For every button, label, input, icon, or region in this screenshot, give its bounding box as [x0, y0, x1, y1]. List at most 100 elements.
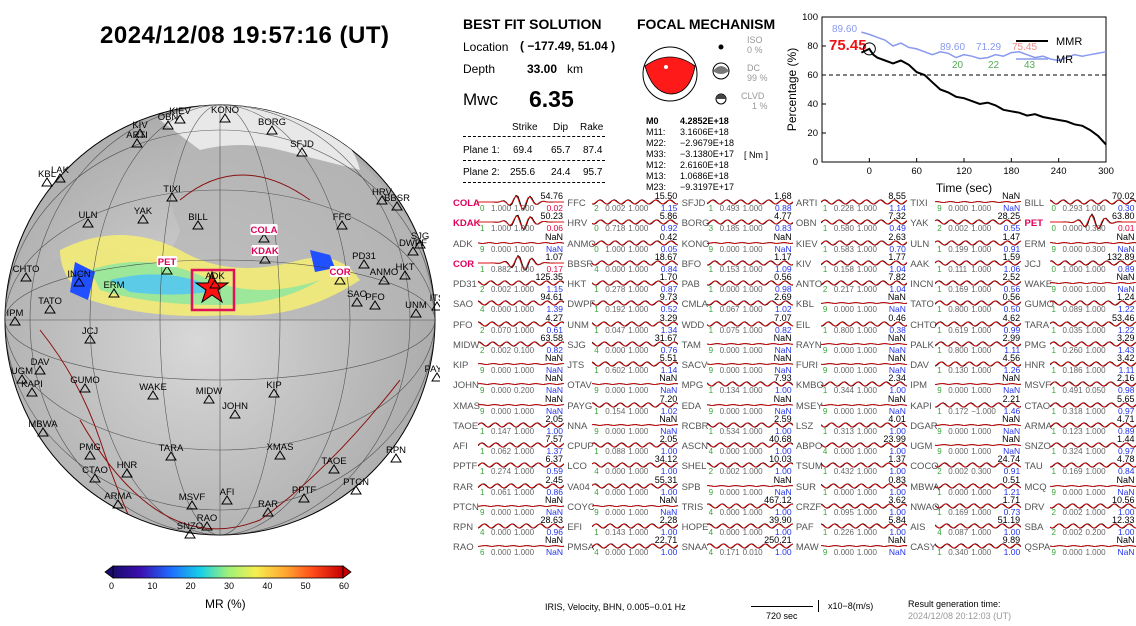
station-cell[interactable]: XMAS NaN 9 0.000 1.000 NaN: [450, 394, 564, 416]
station-cell[interactable]: PAB 0.56 1 0.000 1.000 0.98: [679, 272, 793, 294]
station-cell[interactable]: RAR 2.45 1 0.061 1.000 0.86: [450, 475, 564, 497]
station-cell[interactable]: ULN 1.47 1 0.199 1.000 0.91: [907, 232, 1022, 254]
station-cell[interactable]: TSUM 1.37 1 0.432 1.000 1.00: [793, 454, 907, 476]
station-cell[interactable]: COYC NaN 9 0.000 1.000 NaN: [564, 495, 679, 517]
station-cell[interactable]: VA04 55.31 4 0.000 1.000 1.00: [564, 475, 679, 497]
station-cell[interactable]: ABPO 23.99 4 0.000 1.000 1.00: [793, 434, 907, 456]
station-cell[interactable]: SNAA 250.21 4 0.171 0.010 1.00: [679, 535, 793, 557]
station-cell[interactable]: EFI 2.28 1 0.143 1.000 1.00: [564, 515, 679, 537]
station-cell[interactable]: KMBO 2.34 1 0.344 1.000 1.00: [793, 373, 907, 395]
station-cell[interactable]: SNZO 1.44 1 0.324 1.000 0.97: [1022, 434, 1136, 456]
station-cell[interactable]: FURI NaN 9 0.000 1.000 NaN: [793, 353, 907, 375]
station-cell[interactable]: MIDW 63.58 2 0.002 0.100 0.82: [450, 333, 564, 355]
station-cell[interactable]: TARA 53.46 1 0.035 1.000 1.22: [1022, 313, 1136, 335]
station-cell[interactable]: WAKE NaN 9 0.000 1.000 NaN: [1022, 272, 1136, 294]
station-cell[interactable]: SUR 0.83 1 0.000 1.000 1.00: [793, 475, 907, 497]
station-cell[interactable]: KDAK 50.23 1 1.000 1.000 0.06: [450, 211, 564, 233]
station-cell[interactable]: SJG 31.67 4 0.000 1.000 0.76: [564, 333, 679, 355]
station-cell[interactable]: AAK 1.59 1 0.111 1.000 1.06: [907, 252, 1022, 274]
station-cell[interactable]: WDD 7.07 1 0.075 1.000 0.82: [679, 313, 793, 335]
station-cell[interactable]: NWAO 1.71 1 0.169 1.000 0.73: [907, 495, 1022, 517]
station-cell[interactable]: KIEV 2.63 1 0.583 1.000 0.70: [793, 232, 907, 254]
station-cell[interactable]: COLA 54.76 0 1.000 1.000 0.02: [450, 191, 564, 213]
station-cell[interactable]: KIP NaN 9 0.000 1.000 NaN: [450, 353, 564, 375]
station-cell[interactable]: AFI 7.57 1 0.062 1.000 1.37: [450, 434, 564, 456]
station-cell[interactable]: SACV NaN 9 0.000 1.000 NaN: [679, 353, 793, 375]
station-cell[interactable]: AIS 51.19 4 0.087 1.000 1.00: [907, 515, 1022, 537]
station-cell[interactable]: KBL NaN 9 0.000 1.000 NaN: [793, 292, 907, 314]
station-cell[interactable]: HNR 3.42 1 0.186 1.000 1.11: [1022, 353, 1136, 375]
station-cell[interactable]: JCJ 132.89 0 1.000 1.000 0.89: [1022, 252, 1136, 274]
station-cell[interactable]: ARTI 8.55 1 0.228 1.000 1.14: [793, 191, 907, 213]
station-cell[interactable]: UGM NaN 9 0.000 1.000 NaN: [907, 434, 1022, 456]
station-cell[interactable]: PD31 125.35 2 0.002 1.000 1.15: [450, 272, 564, 294]
station-cell[interactable]: MCQ NaN 9 0.000 1.000 NaN: [1022, 475, 1136, 497]
station-cell[interactable]: ADK NaN 9 0.000 1.000 NaN: [450, 232, 564, 254]
station-cell[interactable]: KIV 1.77 1 0.158 1.000 1.04: [793, 252, 907, 274]
station-cell[interactable]: RAYN NaN 9 0.000 1.000 NaN: [793, 333, 907, 355]
station-cell[interactable]: PMSA 22.71 4 0.000 1.000 1.00: [564, 535, 679, 557]
station-cell[interactable]: TAU 4.78 1 0.169 1.000 0.84: [1022, 454, 1136, 476]
station-cell[interactable]: SAO 94.61 4 0.000 1.000 1.39: [450, 292, 564, 314]
station-cell[interactable]: ANTO 7.82 2 0.217 1.000 1.04: [793, 272, 907, 294]
station-cell[interactable]: QSPA NaN 9 0.000 1.000 NaN: [1022, 535, 1136, 557]
station-cell[interactable]: NNA NaN 9 0.000 1.000 NaN: [564, 414, 679, 436]
station-cell[interactable]: DAV 4.56 1 0.130 1.000 1.26: [907, 353, 1022, 375]
station-cell[interactable]: CHTO 4.62 1 0.619 1.000 0.99: [907, 313, 1022, 335]
station-cell[interactable]: PMG 3.29 1 0.260 1.000 1.43: [1022, 333, 1136, 355]
station-cell[interactable]: INCN 2.52 1 0.169 1.000 0.56: [907, 272, 1022, 294]
station-cell[interactable]: CRZF 3.62 1 0.095 1.000 1.00: [793, 495, 907, 517]
station-cell[interactable]: GUMO 1.24 1 0.089 1.000 1.22: [1022, 292, 1136, 314]
station-cell[interactable]: EDA NaN 9 0.000 1.000 NaN: [679, 394, 793, 416]
station-cell[interactable]: BILL 70.02 0 0.293 1.000 0.30: [1022, 191, 1136, 213]
station-cell[interactable]: EIL 0.46 1 0.800 1.000 0.38: [793, 313, 907, 335]
station-cell[interactable]: LSZ 4.01 1 0.313 1.000 1.00: [793, 414, 907, 436]
station-cell[interactable]: PFO 4.27 2 0.070 1.000 0.61: [450, 313, 564, 335]
station-cell[interactable]: LCO 34.12 4 0.000 1.000 1.00: [564, 454, 679, 476]
station-cell[interactable]: HKT 1.70 1 0.278 1.000 0.87: [564, 272, 679, 294]
station-cell[interactable]: RAO NaN 6 0.000 1.000 NaN: [450, 535, 564, 557]
station-cell[interactable]: HOPE 39.90 4 0.000 1.000 1.00: [679, 515, 793, 537]
station-cell[interactable]: PTCN NaN 9 0.000 1.000 NaN: [450, 495, 564, 517]
station-cell[interactable]: TATO 0.56 1 0.800 1.000 0.50: [907, 292, 1022, 314]
station-cell[interactable]: OBN 7.32 1 0.580 1.000 0.49: [793, 211, 907, 233]
station-cell[interactable]: ARMA 4.71 1 0.123 1.000 0.89: [1022, 414, 1136, 436]
station-cell[interactable]: MBWA 0.51 1 0.000 1.000 1.21: [907, 475, 1022, 497]
station-cell[interactable]: KAPI 2.21 1 0.172 −1.000 1.46: [907, 394, 1022, 416]
station-cell[interactable]: COCO 24.74 2 0.002 0.300 0.91: [907, 454, 1022, 476]
station-cell[interactable]: ASCN 40.68 4 0.000 1.000 1.00: [679, 434, 793, 456]
station-cell[interactable]: CMLA 2.69 1 0.067 1.000 1.02: [679, 292, 793, 314]
station-cell[interactable]: YAK 28.25 2 0.002 1.000 0.55: [907, 211, 1022, 233]
station-cell[interactable]: TAOE 2.05 1 0.147 1.000 1.00: [450, 414, 564, 436]
station-cell[interactable]: MSVF 2.16 1 0.491 0.050 0.98: [1022, 373, 1136, 395]
station-cell[interactable]: SBA 12.33 2 0.002 0.200 1.00: [1022, 515, 1136, 537]
station-cell[interactable]: ANMO 0.42 0 1.000 1.000 0.05: [564, 232, 679, 254]
station-cell[interactable]: FFC 15.50 2 0.002 1.000 1.15: [564, 191, 679, 213]
station-cell[interactable]: BORG 4.77 3 0.185 1.000 0.83: [679, 211, 793, 233]
station-cell[interactable]: SHEL 10.03 2 0.002 1.000 1.00: [679, 454, 793, 476]
station-cell[interactable]: RPN 28.63 4 0.000 1.000 0.96: [450, 515, 564, 537]
station-cell[interactable]: BBSR 18.67 4 0.000 1.000 0.84: [564, 252, 679, 274]
station-cell[interactable]: RCBR 2.59 1 0.534 1.000 1.00: [679, 414, 793, 436]
station-cell[interactable]: ERM NaN 9 0.000 0.300 NaN: [1022, 232, 1136, 254]
station-cell[interactable]: OTAV NaN 9 0.000 1.000 NaN: [564, 373, 679, 395]
station-cell[interactable]: MPG 7.93 1 0.134 1.000 1.00: [679, 373, 793, 395]
station-cell[interactable]: KONO NaN 9 0.000 1.000 NaN: [679, 232, 793, 254]
station-cell[interactable]: CASY 9.89 1 0.340 1.000 1.00: [907, 535, 1022, 557]
station-cell[interactable]: MAW NaN 9 0.000 1.000 NaN: [793, 535, 907, 557]
station-cell[interactable]: DGAR NaN 9 0.000 1.000 NaN: [907, 414, 1022, 436]
station-cell[interactable]: PAYG 7.20 1 0.154 1.000 1.02: [564, 394, 679, 416]
station-cell[interactable]: JTS 5.51 1 0.602 1.000 1.14: [564, 353, 679, 375]
station-cell[interactable]: HRV 5.86 0 0.718 1.000 0.92: [564, 211, 679, 233]
station-cell[interactable]: COR 1.07 1 0.882 1.000 0.17: [450, 252, 564, 274]
station-cell[interactable]: TIXI NaN 9 0.000 1.000 NaN: [907, 191, 1022, 213]
station-cell[interactable]: PPTF 6.37 1 0.274 1.000 0.59: [450, 454, 564, 476]
station-cell[interactable]: SPB NaN 9 0.000 1.000 NaN: [679, 475, 793, 497]
station-cell[interactable]: CPUP 2.05 1 0.088 1.000 1.00: [564, 434, 679, 456]
station-cell[interactable]: BFO 1.17 1 0.153 1.000 1.09: [679, 252, 793, 274]
station-cell[interactable]: TRIS 467.12 4 0.000 1.000 1.00: [679, 495, 793, 517]
station-cell[interactable]: PALK 2.99 1 0.800 1.000 1.11: [907, 333, 1022, 355]
station-cell[interactable]: UNM 3.29 1 0.047 1.000 1.34: [564, 313, 679, 335]
station-cell[interactable]: PET 63.80 0 0.000 0.300 0.01: [1022, 211, 1136, 233]
station-cell[interactable]: PAF 5.84 1 0.226 1.000 1.00: [793, 515, 907, 537]
